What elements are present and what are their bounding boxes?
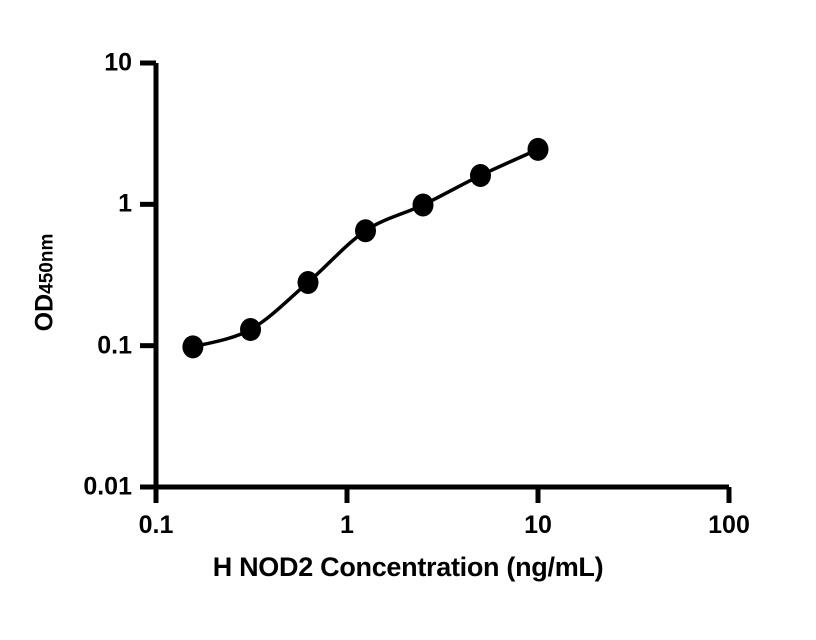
x-tick-label: 10 — [524, 511, 552, 539]
x-axis-title: H NOD2 Concentration (ng/mL) — [212, 552, 604, 582]
y-tick-label: 1 — [118, 189, 132, 218]
y-axis-title: OD450nm — [31, 183, 60, 383]
x-tick-label: 100 — [708, 511, 750, 539]
data-point-marker — [412, 193, 434, 217]
x-axis-ticks — [153, 487, 732, 503]
x-tick-label: 1 — [340, 511, 354, 539]
y-axis-ticks — [140, 60, 156, 490]
data-point-marker — [240, 318, 262, 342]
y-axis-title-subscript: 450nm — [36, 233, 58, 294]
data-point-marker — [527, 137, 549, 161]
data-point-marker — [182, 335, 204, 359]
data-point-group — [182, 137, 549, 359]
x-tick-label: 0.1 — [138, 511, 174, 539]
data-point-marker — [355, 219, 377, 243]
y-tick-label: 10 — [104, 48, 132, 77]
y-axis-title-main: OD — [30, 293, 59, 332]
data-point-marker — [297, 270, 319, 294]
y-tick-label: 0.1 — [97, 331, 132, 360]
y-tick-label: 0.01 — [83, 472, 132, 501]
data-point-marker — [470, 163, 491, 187]
